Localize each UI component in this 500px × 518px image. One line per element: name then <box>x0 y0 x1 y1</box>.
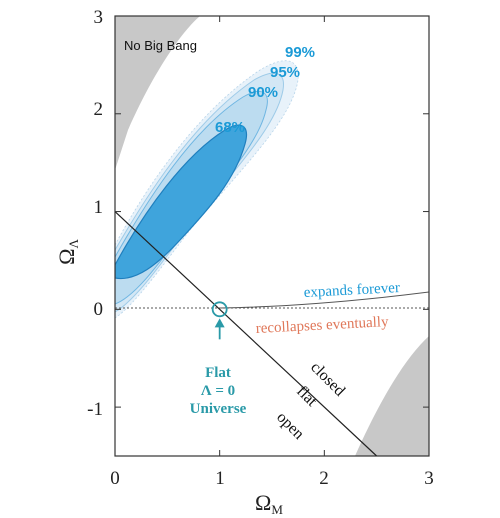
flat-universe-caption-line2: Λ = 0 <box>201 383 235 399</box>
flat-universe-marker <box>211 301 228 318</box>
plot-frame <box>114 15 430 457</box>
x-tick-label-2: 2 <box>319 468 329 489</box>
y-axis-label: ΩΛ <box>54 239 81 265</box>
y-tick-label-3: 3 <box>94 7 104 28</box>
contour-label-90: 90% <box>248 84 278 101</box>
y-tick-label-0: 0 <box>94 299 104 320</box>
y-tick-label-neg1: -1 <box>87 399 103 420</box>
no-big-bang-region <box>115 16 200 170</box>
open-label: open <box>273 409 307 443</box>
y-tick-label-2: 2 <box>94 99 104 120</box>
flat-label: flat <box>293 383 320 410</box>
contour-label-95: 95% <box>270 64 300 81</box>
flat-universe-caption-line1: Flat <box>205 365 231 381</box>
contour-label-68: 68% <box>215 119 245 136</box>
y-axis-ticks <box>115 15 429 408</box>
y-tick-label-1: 1 <box>94 197 104 218</box>
x-tick-label-1: 1 <box>215 468 225 489</box>
excluded-region-bottom-right <box>355 336 429 456</box>
x-tick-label-3: 3 <box>424 468 434 489</box>
x-tick-label-0: 0 <box>110 468 120 489</box>
flat-universe-line <box>114 211 378 457</box>
expands-forever-label: expands forever <box>303 280 400 301</box>
x-axis-ticks <box>114 16 430 456</box>
contour-label-99: 99% <box>285 44 315 61</box>
recollapses-eventually-label: recollapses eventually <box>255 314 389 337</box>
flat-universe-arrow <box>214 318 225 340</box>
expansion-boundary-curve <box>219 291 429 309</box>
x-axis-label: ΩM <box>255 490 283 517</box>
no-big-bang-label: No Big Bang <box>124 38 197 53</box>
flat-universe-caption-line3: Universe <box>190 401 247 417</box>
contour-68 <box>115 124 247 280</box>
